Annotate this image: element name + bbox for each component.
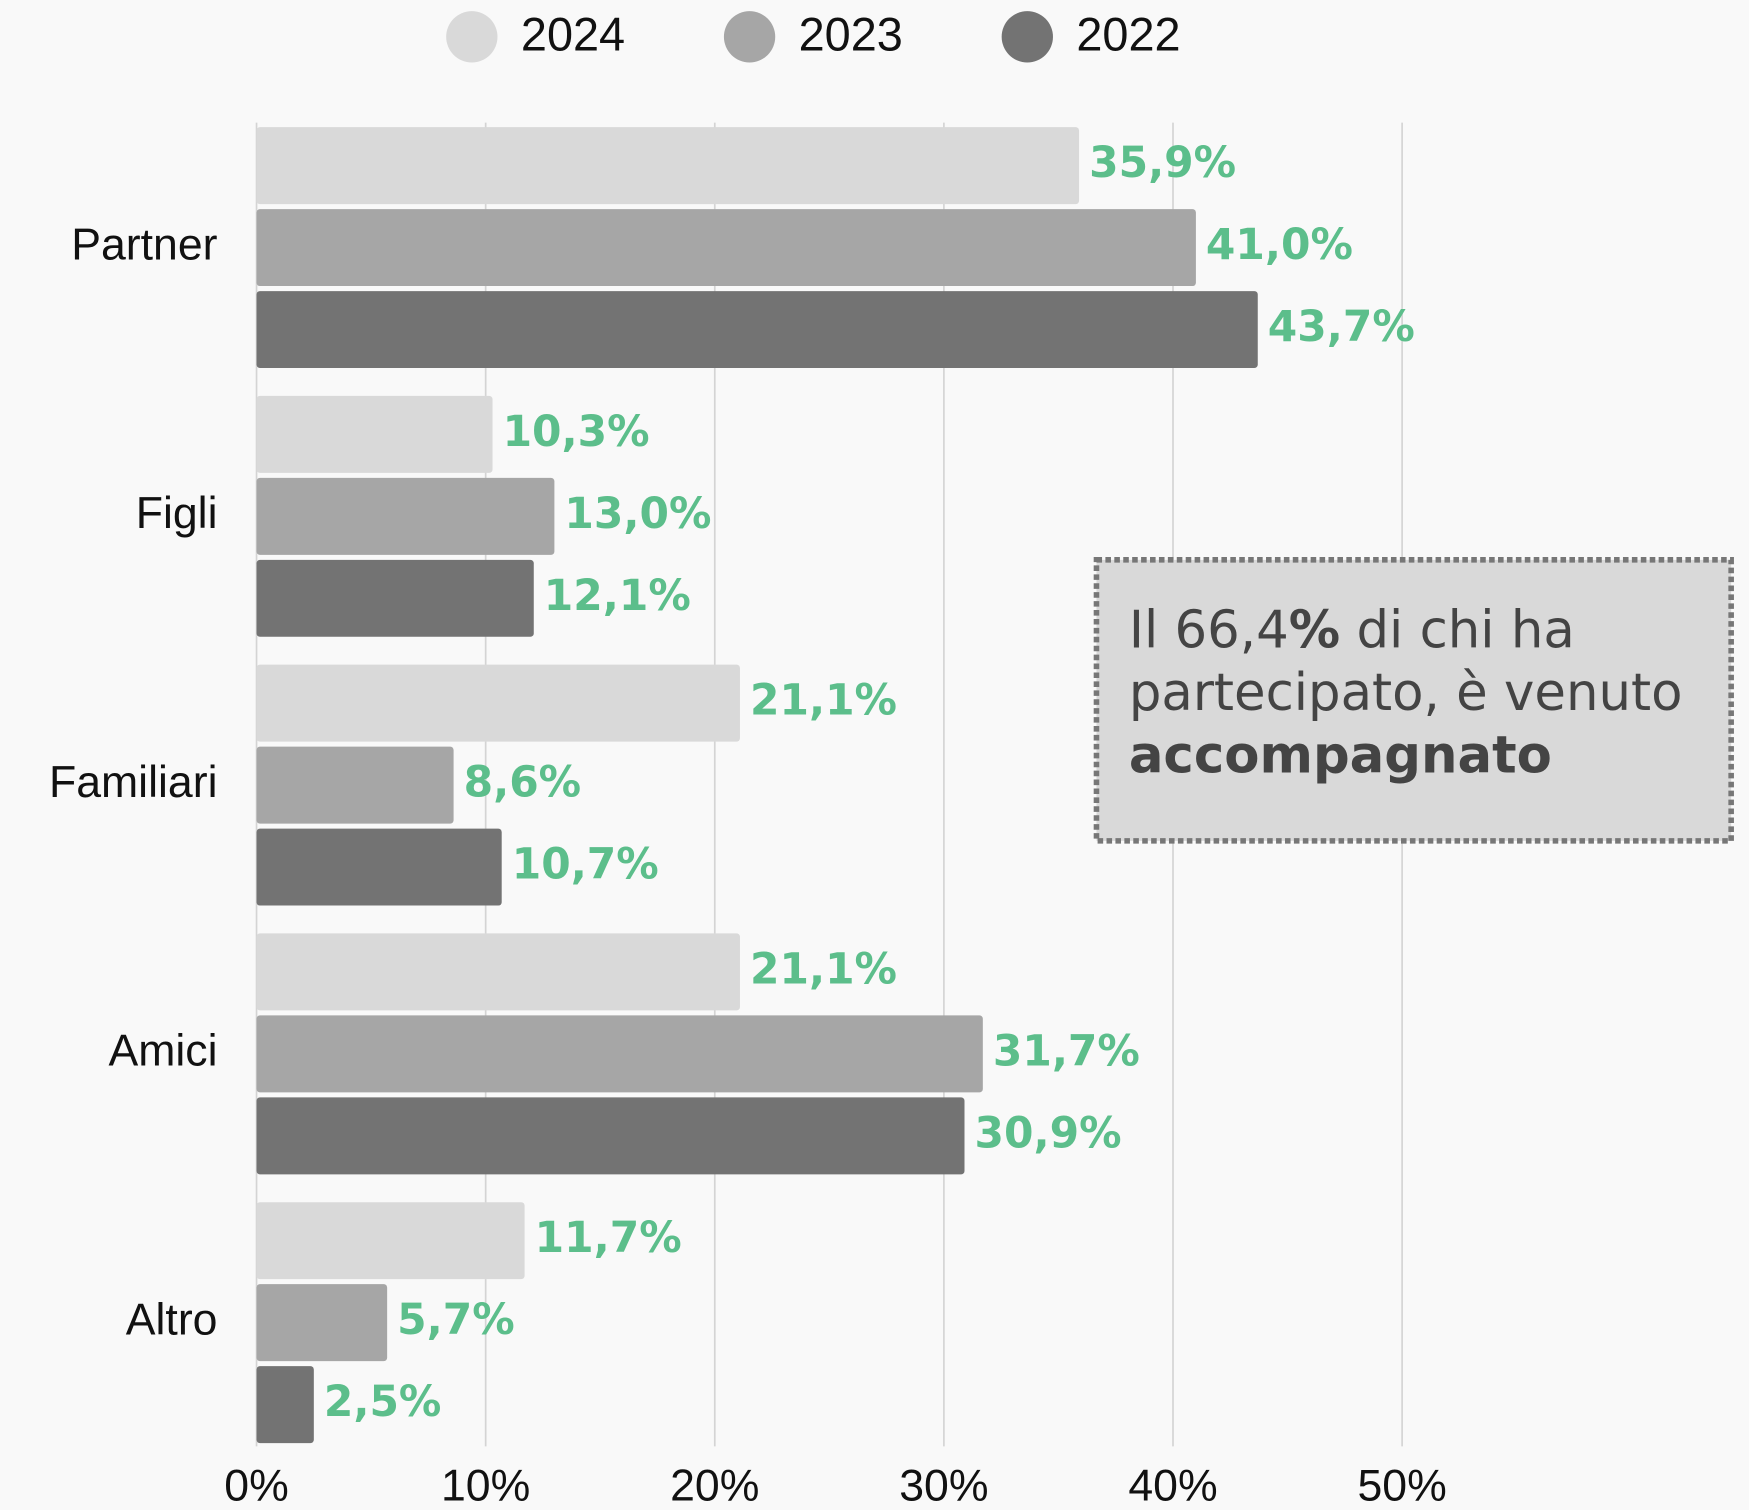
value-label: 41,0% [1206,220,1353,269]
x-tick-label: 10% [441,1462,530,1510]
bar [256,395,493,473]
annotation-segment: partecipato, è venuto [1129,663,1683,723]
legend-swatch [446,11,498,63]
x-tick-label: 30% [899,1462,988,1510]
value-label: 2,5% [324,1377,442,1426]
annotation-text: Il 66,4% di chi ha [1129,600,1575,660]
legend-label: 2024 [521,8,625,60]
bar [256,746,454,824]
annotation-segment: di chi ha [1340,600,1575,660]
value-label: 31,7% [993,1026,1140,1075]
bar [256,559,534,637]
category-label: Figli [136,489,218,538]
value-label: 43,7% [1268,302,1415,351]
bar [256,1015,983,1093]
bar [256,664,740,742]
bar [256,127,1080,205]
value-label: 35,9% [1089,138,1236,187]
bar [256,828,502,906]
value-label: 8,6% [464,758,582,807]
bar [256,933,740,1011]
annotation-text: accompagnato [1129,725,1552,785]
bar [256,1284,388,1362]
annotation-segment: Il 66,4 [1129,600,1289,660]
annotation-text: partecipato, è venuto [1129,663,1683,723]
value-label: 13,0% [564,489,711,538]
bar [256,1097,965,1175]
x-tick-label: 50% [1357,1462,1446,1510]
value-label: 10,3% [503,407,650,456]
x-tick-label: 40% [1128,1462,1217,1510]
value-label: 10,7% [512,840,659,889]
bar [256,209,1196,287]
legend-swatch [723,11,776,63]
category-label: Familiari [49,758,218,807]
annotation-box [1093,557,1734,844]
bar [256,1366,314,1444]
legend-label: 2023 [799,8,903,60]
annotation-segment: accompagnato [1129,725,1552,785]
legend-label: 2022 [1076,8,1180,60]
value-label: 30,9% [975,1108,1122,1157]
value-label: 5,7% [397,1295,515,1344]
value-label: 11,7% [535,1213,682,1262]
category-label: Partner [71,220,217,269]
bar [256,291,1258,369]
bars [256,127,1258,1444]
value-label: 12,1% [544,571,691,620]
annotation-segment: % [1289,600,1340,660]
category-label: Amici [108,1027,217,1076]
value-label: 21,1% [750,944,897,993]
x-tick-label: 0% [224,1462,288,1510]
value-label: 21,1% [750,676,897,725]
x-tick-label: 20% [670,1462,759,1510]
category-label: Altro [126,1295,218,1344]
legend-swatch [1001,11,1053,63]
bar [256,477,555,555]
bar [256,1202,525,1280]
